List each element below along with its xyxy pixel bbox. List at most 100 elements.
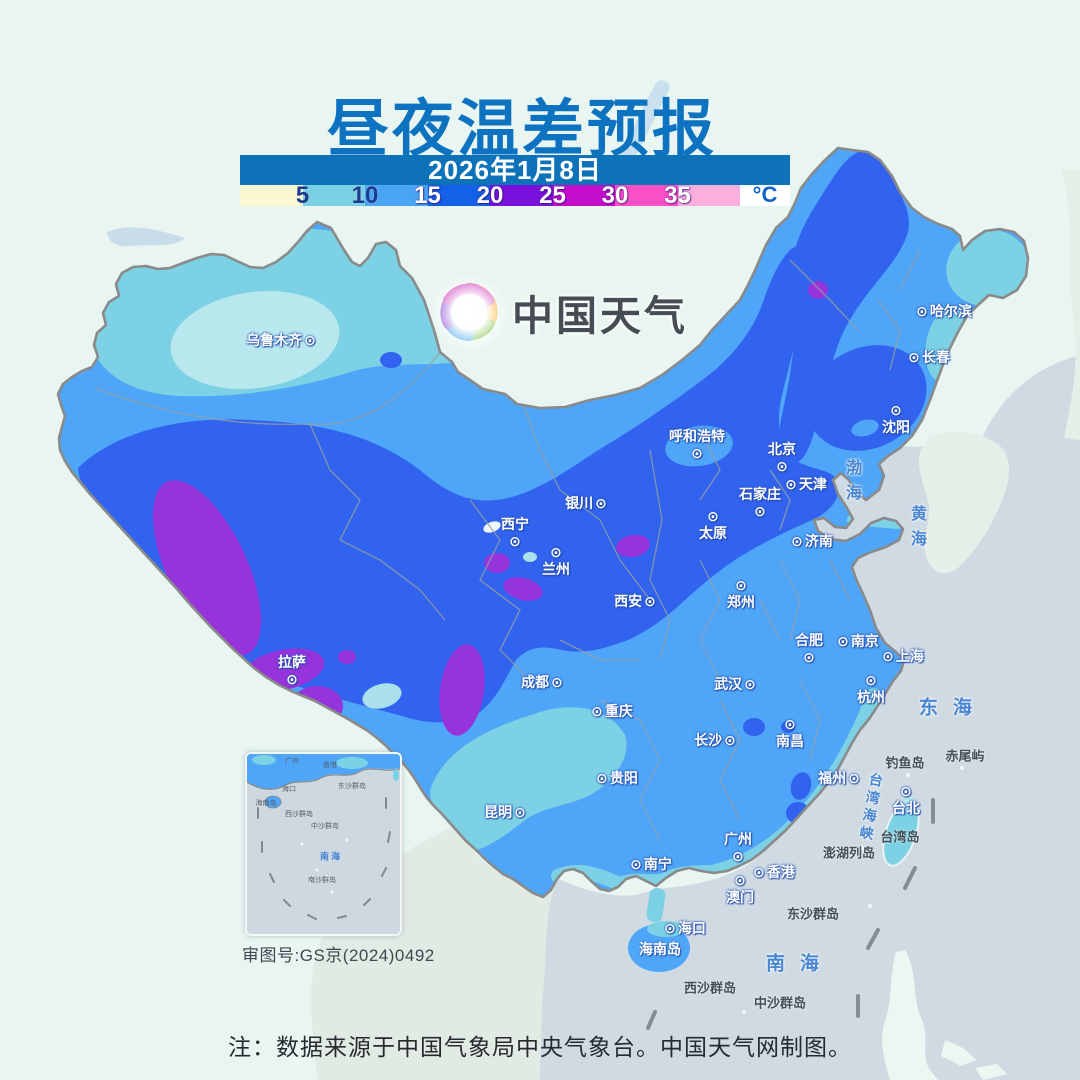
city-label: ⊙ 武汉 <box>714 674 756 694</box>
city-name: 太原 <box>699 525 727 541</box>
city-marker-icon: ⊙ <box>908 349 920 365</box>
city-label: ⊙ 合肥 <box>795 630 823 664</box>
city-marker-icon: ⊙ <box>865 672 877 688</box>
inset-map-label: 东沙群岛 <box>338 783 366 790</box>
city-label: ⊙ 西安 <box>614 591 656 611</box>
inset-map-label: 中沙群岛 <box>311 823 339 830</box>
city-label: ⊙ 香港 <box>753 862 795 882</box>
city-name: 广州 <box>724 831 752 847</box>
lake-balkhash <box>107 227 185 247</box>
logo-glow <box>430 273 510 353</box>
city-label: ⊙ 呼和浩特 <box>669 426 725 460</box>
legend-color-segment <box>615 185 678 206</box>
south-china-sea-inset-map <box>245 752 402 936</box>
city-label: ⊙ 郑州 <box>727 578 755 612</box>
city-marker-icon: ⊙ <box>753 864 765 880</box>
city-label: ⊙ 成都 <box>521 672 563 692</box>
legend-tick-label: 35 <box>664 182 691 209</box>
island-name-label: 澎湖列岛 <box>822 845 876 861</box>
city-marker-icon: ⊙ <box>551 674 563 690</box>
island-name-label: 赤尾屿 <box>945 748 985 764</box>
city-marker-icon: ⊙ <box>848 770 860 786</box>
city-label: ⊙ 杭州 <box>857 673 885 707</box>
legend-tick-label: 20 <box>476 182 504 209</box>
legend-color-segment <box>427 185 490 206</box>
city-label: ⊙ 南宁 <box>630 854 672 874</box>
city-marker-icon: ⊙ <box>791 533 803 549</box>
city-label: ⊙ 兰州 <box>542 545 570 579</box>
city-name: 天津 <box>798 476 827 492</box>
city-name: 上海 <box>895 648 924 664</box>
island-name-label: 台湾岛 <box>880 829 920 845</box>
city-name: 长沙 <box>694 732 723 748</box>
city-name: 海口 <box>677 920 706 936</box>
foreign-land-east-strip <box>1062 170 1080 440</box>
sea-name-label: 黄海 <box>908 505 925 555</box>
city-label: ⊙ 昆明 <box>484 802 526 822</box>
legend-tick-label: 25 <box>539 182 566 209</box>
city-name: 西宁 <box>501 516 529 532</box>
city-name: 呼和浩特 <box>669 428 725 444</box>
map-approval-number: 审图号:GS京(2024)0492 <box>242 946 435 965</box>
logo-text: 中国天气 <box>512 293 688 339</box>
city-label: ⊙ 上海 <box>882 646 924 666</box>
city-label: ⊙ 西宁 <box>501 514 529 548</box>
legend-unit-box <box>740 185 790 206</box>
sea-name-label: 南海 <box>765 953 835 975</box>
city-name: 哈尔滨 <box>929 303 972 319</box>
city-label: ⊙ 海口 <box>664 918 706 938</box>
city-marker-icon: ⊙ <box>744 676 756 692</box>
city-label: ⊙ 南京 <box>837 631 879 651</box>
inset-map-label: 广州 <box>285 758 299 765</box>
inset-map-label: 海口 <box>282 786 296 793</box>
boundary-dashes <box>646 798 935 1030</box>
city-label: ⊙ 石家庄 <box>739 484 781 518</box>
city-marker-icon: ⊙ <box>916 303 928 319</box>
city-marker-icon: ⊙ <box>837 633 849 649</box>
city-label: ⊙ 重庆 <box>591 701 633 721</box>
city-marker-icon: ⊙ <box>664 920 676 936</box>
city-marker-icon: ⊙ <box>630 856 642 872</box>
legend-color-segment <box>365 185 428 206</box>
legend-tick-label: 30 <box>601 182 629 209</box>
city-name: 北京 <box>768 441 796 457</box>
city-name: 济南 <box>804 533 833 549</box>
city-name: 武汉 <box>714 676 743 692</box>
city-marker-icon: ⊙ <box>785 476 797 492</box>
inset-map-label: 香港 <box>323 762 337 769</box>
city-label: ⊙ 银川 <box>565 493 607 513</box>
sea-name-label: 渤海 <box>843 459 860 509</box>
city-marker-icon: ⊙ <box>509 533 521 549</box>
city-label: ⊙ 沈阳 <box>882 403 910 437</box>
city-name: 香港 <box>766 864 795 880</box>
city-label: ⊙ 长春 <box>908 347 950 367</box>
city-label: ⊙ 澳门 <box>726 873 754 907</box>
city-marker-icon: ⊙ <box>882 648 894 664</box>
city-name: 台北 <box>892 800 920 816</box>
island-name-label: 中沙群岛 <box>753 995 807 1011</box>
city-marker-icon: ⊙ <box>900 783 912 799</box>
legend-color-segment <box>677 185 740 206</box>
legend-tick-label: 15 <box>414 182 441 209</box>
city-label: ⊙ 太原 <box>699 509 727 543</box>
city-name: 合肥 <box>795 632 823 648</box>
inset-map-graphic <box>247 754 400 920</box>
city-marker-icon: ⊙ <box>803 649 815 665</box>
data-source-note: 注：数据来源于中国气象局中央气象台。中国天气网制图。 <box>228 1034 852 1060</box>
city-name: 沈阳 <box>882 419 910 435</box>
legend-color-segment <box>302 185 365 206</box>
islands <box>628 766 964 1014</box>
island-name-label: 西沙群岛 <box>683 980 737 996</box>
city-label: ⊙ 长沙 <box>694 730 736 750</box>
city-marker-icon: ⊙ <box>286 671 298 687</box>
city-name: 银川 <box>565 495 594 511</box>
legend-unit-label: °C <box>752 182 778 207</box>
legend-tick-label: 5 <box>295 182 310 209</box>
city-name: 澳门 <box>726 889 754 905</box>
city-label: ⊙ 广州 <box>724 829 752 863</box>
city-name: 南昌 <box>776 733 804 749</box>
city-marker-icon: ⊙ <box>776 458 788 474</box>
city-name: 重庆 <box>604 703 633 719</box>
